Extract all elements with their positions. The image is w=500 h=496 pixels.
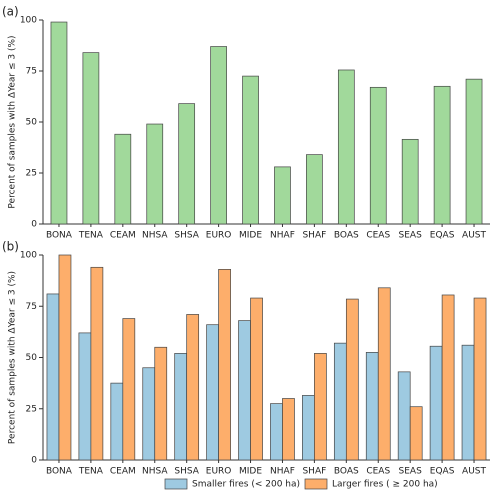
x-tick-label: EQAS (430, 467, 455, 477)
x-tick-label: NHSA (142, 231, 168, 241)
bar (270, 403, 283, 461)
y-tick-label: 100 (20, 251, 37, 261)
bar (314, 353, 327, 461)
bar (110, 382, 124, 461)
bar (401, 138, 419, 225)
x-tick-label: SHSA (174, 467, 199, 477)
x-tick-label: SEAS (399, 231, 423, 241)
bar (90, 266, 104, 461)
x-tick-label: BOAS (334, 231, 359, 241)
x-tick-label: CEAS (366, 467, 390, 477)
y-axis-label: Percent of samples with ΔYear ≤ 3 (%) (8, 271, 18, 444)
bar (218, 269, 231, 461)
bar (50, 21, 68, 225)
x-tick-label: AUST (462, 231, 486, 241)
panel-label: (a) (2, 5, 19, 19)
bar (114, 133, 132, 225)
bar (337, 69, 355, 225)
x-tick-label: AUST (462, 467, 486, 477)
bar (206, 324, 219, 461)
bar (302, 395, 315, 461)
x-tick-label: CEAS (366, 231, 390, 241)
bar (397, 371, 411, 461)
bar (186, 314, 200, 461)
y-tick-label: 0 (31, 220, 37, 230)
y-tick-label: 25 (26, 404, 37, 414)
bar (46, 293, 60, 461)
y-tick-label: 50 (26, 118, 38, 128)
x-tick-label: CEAM (110, 231, 136, 241)
bar (282, 398, 295, 461)
x-tick-label: SHAF (302, 231, 326, 241)
y-tick-label: 100 (20, 16, 37, 26)
bar (146, 123, 164, 225)
x-tick-label: NHAF (270, 231, 295, 241)
bar (250, 297, 263, 461)
bar (333, 342, 347, 461)
bar (154, 346, 168, 461)
y-tick-label: 50 (26, 353, 38, 363)
bar (58, 254, 72, 461)
x-tick-label: SHAF (302, 467, 326, 477)
bar (473, 297, 487, 461)
x-tick-label: SHSA (174, 231, 199, 241)
x-tick-label: NHSA (142, 467, 168, 477)
bar (429, 345, 443, 461)
x-tick-label: TENA (78, 467, 104, 477)
x-tick-label: BONA (46, 467, 73, 477)
bar (465, 78, 483, 225)
x-tick-label: NHAF (270, 467, 295, 477)
bar (82, 52, 100, 225)
bar (433, 85, 451, 225)
panel-label: (b) (2, 240, 19, 254)
bar (178, 103, 196, 225)
bar (409, 406, 423, 461)
y-axis-label: Percent of samples with ΔYear ≤ 3 (%) (8, 35, 18, 208)
bar (122, 318, 136, 461)
x-tick-label: BONA (46, 231, 73, 241)
x-tick-label: EURO (206, 231, 232, 241)
bar (306, 154, 323, 225)
bar (274, 166, 291, 225)
x-tick-label: MIDE (239, 467, 262, 477)
x-tick-label: EURO (206, 467, 232, 477)
bar (142, 367, 156, 461)
bar (242, 75, 259, 225)
y-tick-label: 75 (26, 302, 37, 312)
x-tick-label: CEAM (110, 467, 136, 477)
bar (210, 46, 227, 225)
legend-swatch (164, 478, 188, 490)
x-tick-label: MIDE (239, 231, 262, 241)
bar (365, 352, 379, 461)
bar (461, 344, 475, 461)
bar (174, 353, 188, 461)
x-tick-label: EQAS (430, 231, 455, 241)
bar (441, 294, 455, 461)
x-tick-label: TENA (78, 231, 104, 241)
bar (238, 320, 251, 461)
bar (369, 86, 387, 225)
y-tick-label: 25 (26, 169, 37, 179)
legend-swatch (304, 478, 328, 490)
legend-label: Smaller fires (< 200 ha) (192, 480, 300, 490)
bar (377, 287, 391, 461)
bar (345, 298, 359, 461)
bar (78, 332, 92, 461)
y-tick-label: 0 (31, 456, 37, 466)
legend-label: Larger fires ( ≥ 200 ha) (332, 480, 438, 490)
x-tick-label: BOAS (334, 467, 359, 477)
y-tick-label: 75 (26, 67, 37, 77)
x-tick-label: SEAS (399, 467, 423, 477)
